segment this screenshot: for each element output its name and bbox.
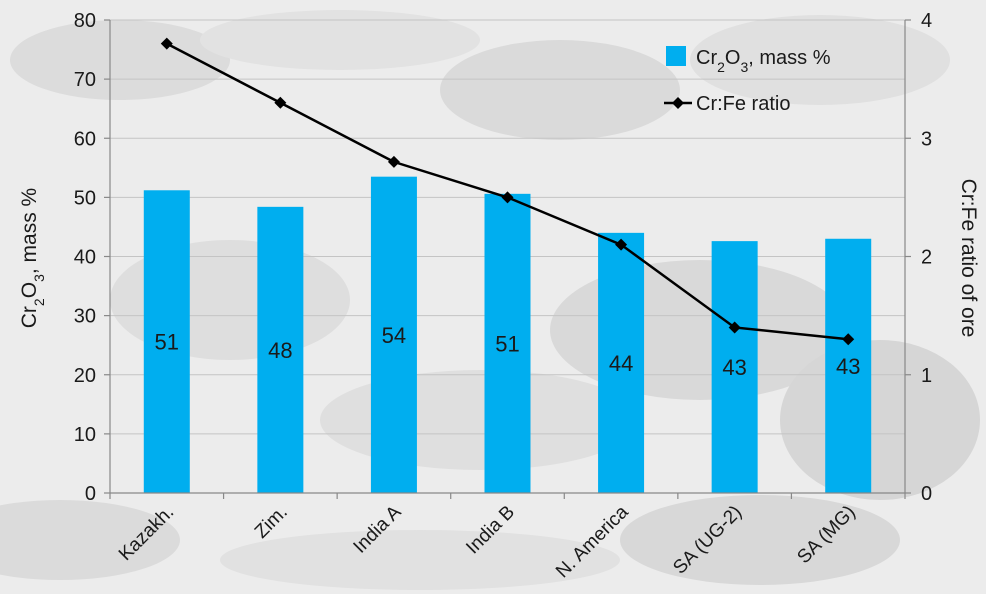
bar xyxy=(825,238,872,493)
bar xyxy=(370,176,417,493)
bar-value-label: 48 xyxy=(268,338,292,363)
bar xyxy=(484,193,531,493)
ratio-point xyxy=(160,37,173,50)
legend-line-label: Cr:Fe ratio xyxy=(696,93,790,115)
bar xyxy=(711,241,758,493)
y-tick-label-left: 70 xyxy=(74,69,96,91)
y-tick-label-left: 50 xyxy=(74,187,96,209)
background-blob xyxy=(690,15,950,105)
ratio-point xyxy=(615,238,628,251)
bar-value-labels: 51 48 54 51 44 43 43 xyxy=(155,323,861,380)
y-tick-label-right: 4 xyxy=(921,10,932,32)
ratio-point xyxy=(387,155,400,168)
bar xyxy=(598,232,645,493)
ratio-line xyxy=(160,37,855,346)
y-tick-label-right: 3 xyxy=(921,128,932,150)
bar-value-label: 43 xyxy=(836,354,860,379)
ratio-point xyxy=(842,333,855,346)
bar xyxy=(257,206,304,493)
y-tick-label-left: 10 xyxy=(74,424,96,446)
bar-value-label: 43 xyxy=(722,355,746,380)
y-tick-label-left: 20 xyxy=(74,365,96,387)
background-blob xyxy=(10,20,230,100)
background-blob xyxy=(440,40,680,140)
background-blob xyxy=(0,500,180,580)
ratio-point xyxy=(274,96,287,109)
axes xyxy=(104,19,911,499)
legend-line-marker xyxy=(672,97,684,109)
ratio-point xyxy=(501,191,514,204)
background-blob xyxy=(780,340,980,500)
y-tick-label-left: 60 xyxy=(74,128,96,150)
bar-value-label: 54 xyxy=(382,323,406,348)
y-tick-label-left: 40 xyxy=(74,247,96,269)
y-tick-label-left: 0 xyxy=(85,483,96,505)
legend-bar-swatch xyxy=(666,46,686,66)
y-tick-label-right: 0 xyxy=(921,483,932,505)
y-tick-label-right: 2 xyxy=(921,247,932,269)
background-blob xyxy=(200,10,480,70)
bar-value-label: 44 xyxy=(609,351,633,376)
background-blob xyxy=(220,530,620,590)
y-axis-title-right: Cr:Fe ratio of ore xyxy=(957,179,980,338)
background-blob xyxy=(320,370,640,470)
y-tick-label-right: 1 xyxy=(921,365,932,387)
y-tick-label-left: 30 xyxy=(74,306,96,328)
bar xyxy=(143,190,190,493)
ratio-point xyxy=(728,321,741,334)
bar-value-label: 51 xyxy=(155,330,179,355)
bar-value-label: 51 xyxy=(495,331,519,356)
y-tick-label-left: 80 xyxy=(74,10,96,32)
background-blob xyxy=(620,495,900,585)
bars xyxy=(143,176,872,493)
